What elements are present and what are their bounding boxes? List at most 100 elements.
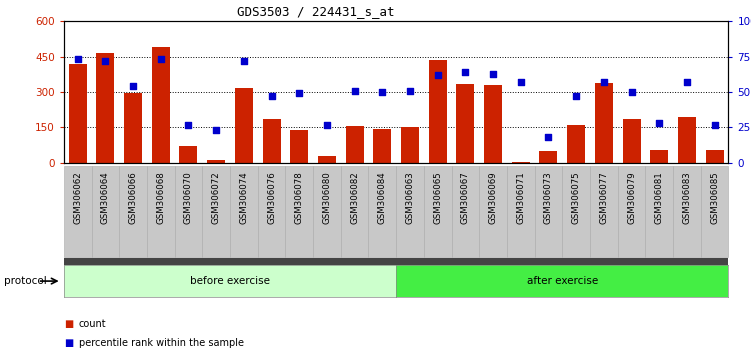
Bar xyxy=(457,84,475,163)
Text: percentile rank within the sample: percentile rank within the sample xyxy=(79,338,244,348)
Point xyxy=(709,122,721,127)
Point xyxy=(626,89,638,95)
Text: ■: ■ xyxy=(64,319,73,329)
Text: GSM306077: GSM306077 xyxy=(599,171,608,224)
Text: ■: ■ xyxy=(64,338,73,348)
Point xyxy=(99,58,111,64)
Bar xyxy=(207,160,225,163)
Text: GSM306068: GSM306068 xyxy=(156,171,165,224)
Text: GDS3503 / 224431_s_at: GDS3503 / 224431_s_at xyxy=(237,5,394,18)
FancyBboxPatch shape xyxy=(701,166,728,257)
Text: GSM306073: GSM306073 xyxy=(544,171,553,224)
Bar xyxy=(263,119,281,163)
Bar xyxy=(650,150,668,163)
Point xyxy=(653,120,665,126)
Bar xyxy=(539,151,557,163)
Point xyxy=(155,57,167,62)
Text: GSM306067: GSM306067 xyxy=(461,171,470,224)
Bar xyxy=(401,127,419,163)
Point xyxy=(71,57,83,62)
Text: GSM306080: GSM306080 xyxy=(322,171,331,224)
FancyBboxPatch shape xyxy=(479,166,507,257)
Text: GSM306085: GSM306085 xyxy=(710,171,719,224)
Bar xyxy=(345,126,363,163)
Bar xyxy=(595,82,613,163)
Point xyxy=(376,89,388,95)
Point xyxy=(127,84,139,89)
FancyBboxPatch shape xyxy=(369,166,397,257)
Text: GSM306074: GSM306074 xyxy=(240,171,249,224)
FancyBboxPatch shape xyxy=(397,166,424,257)
FancyBboxPatch shape xyxy=(175,166,202,257)
FancyBboxPatch shape xyxy=(673,166,701,257)
Point xyxy=(182,122,195,127)
FancyBboxPatch shape xyxy=(230,166,258,257)
FancyBboxPatch shape xyxy=(285,166,313,257)
Text: after exercise: after exercise xyxy=(526,276,598,286)
Text: GSM306063: GSM306063 xyxy=(406,171,415,224)
Text: GSM306071: GSM306071 xyxy=(516,171,525,224)
Point xyxy=(681,79,693,85)
Bar xyxy=(429,60,447,163)
FancyBboxPatch shape xyxy=(424,166,451,257)
Text: GSM306070: GSM306070 xyxy=(184,171,193,224)
Text: GSM306083: GSM306083 xyxy=(683,171,692,224)
FancyBboxPatch shape xyxy=(507,166,535,257)
Bar xyxy=(318,156,336,163)
Point xyxy=(348,88,360,93)
FancyBboxPatch shape xyxy=(535,166,562,257)
Bar xyxy=(68,64,86,163)
FancyBboxPatch shape xyxy=(119,166,147,257)
Text: GSM306064: GSM306064 xyxy=(101,171,110,224)
Bar xyxy=(373,129,391,163)
FancyBboxPatch shape xyxy=(202,166,230,257)
Point xyxy=(266,93,278,99)
Bar xyxy=(96,53,114,163)
Bar xyxy=(179,146,198,163)
FancyBboxPatch shape xyxy=(147,166,175,257)
Bar xyxy=(484,85,502,163)
Point xyxy=(570,93,582,99)
Text: GSM306078: GSM306078 xyxy=(294,171,303,224)
Bar xyxy=(290,130,308,163)
Point xyxy=(487,71,499,76)
Text: GSM306076: GSM306076 xyxy=(267,171,276,224)
Point xyxy=(293,91,305,96)
Bar xyxy=(567,125,585,163)
Bar xyxy=(678,117,696,163)
Text: protocol: protocol xyxy=(4,276,47,286)
Text: GSM306075: GSM306075 xyxy=(572,171,581,224)
Point xyxy=(542,135,554,140)
Point xyxy=(210,127,222,133)
FancyBboxPatch shape xyxy=(313,166,341,257)
FancyBboxPatch shape xyxy=(617,166,645,257)
FancyBboxPatch shape xyxy=(258,166,285,257)
Text: GSM306062: GSM306062 xyxy=(73,171,82,224)
FancyBboxPatch shape xyxy=(590,166,617,257)
Text: GSM306081: GSM306081 xyxy=(655,171,664,224)
Bar xyxy=(623,119,641,163)
Bar xyxy=(152,47,170,163)
Bar xyxy=(124,93,142,163)
Point xyxy=(598,79,610,85)
Text: count: count xyxy=(79,319,107,329)
FancyBboxPatch shape xyxy=(562,166,590,257)
Text: GSM306072: GSM306072 xyxy=(212,171,221,224)
Text: GSM306084: GSM306084 xyxy=(378,171,387,224)
Point xyxy=(238,58,250,64)
Text: GSM306079: GSM306079 xyxy=(627,171,636,223)
Point xyxy=(514,79,526,85)
FancyBboxPatch shape xyxy=(64,166,92,257)
Text: GSM306065: GSM306065 xyxy=(433,171,442,224)
Text: before exercise: before exercise xyxy=(190,276,270,286)
Bar xyxy=(706,150,724,163)
Point xyxy=(404,88,416,93)
Point xyxy=(321,122,333,127)
Text: GSM306069: GSM306069 xyxy=(489,171,498,223)
Point xyxy=(432,72,444,78)
Text: GSM306066: GSM306066 xyxy=(128,171,137,224)
Bar xyxy=(511,162,529,163)
Bar xyxy=(235,88,253,163)
Point xyxy=(460,69,472,75)
FancyBboxPatch shape xyxy=(451,166,479,257)
